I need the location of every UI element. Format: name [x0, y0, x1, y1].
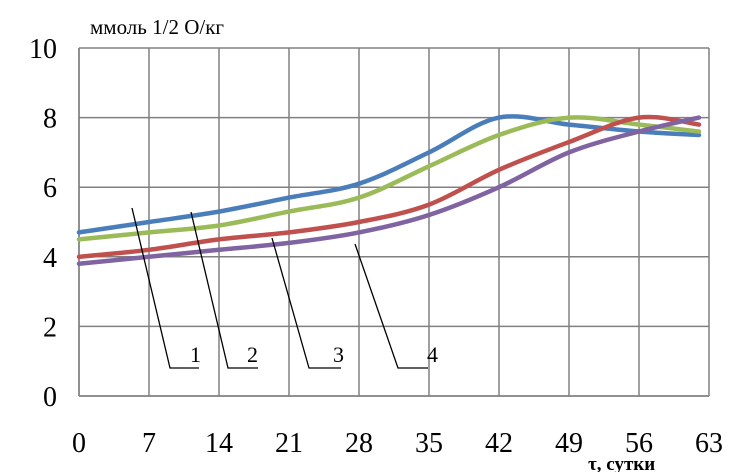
x-tick-label: 0 — [72, 428, 86, 459]
callout-leader-4 — [354, 243, 428, 369]
series-lines — [76, 114, 702, 267]
x-tick-label: 63 — [695, 428, 723, 459]
callout-leader-1 — [131, 207, 199, 369]
callout-label-4: 4 — [427, 342, 438, 367]
x-tick-labels: 0 7 14 21 28 35 42 49 56 63 — [72, 428, 723, 459]
x-tick-label: 7 — [142, 428, 156, 459]
y-tick-label: 8 — [43, 104, 57, 135]
y-tick-labels: 0 2 4 6 8 10 — [29, 34, 57, 413]
series-callouts: 1 2 3 4 — [131, 207, 438, 369]
x-tick-label: 28 — [345, 428, 373, 459]
y-tick-label: 10 — [29, 34, 57, 65]
callout-leader-2 — [190, 211, 258, 369]
series-line-2 — [76, 115, 702, 242]
callout-label-2: 2 — [247, 342, 258, 367]
series-line-4 — [76, 115, 702, 267]
callout-label-1: 1 — [190, 342, 201, 367]
x-tick-label: 21 — [275, 428, 303, 459]
y-tick-label: 4 — [43, 243, 57, 274]
x-tick-label: 42 — [485, 428, 513, 459]
y-tick-label: 2 — [43, 312, 57, 343]
x-tick-label: 56 — [625, 428, 653, 459]
series-line-1 — [76, 114, 702, 235]
x-tick-label: 49 — [555, 428, 583, 459]
axes — [78, 48, 709, 397]
x-axis-label: τ, сутки — [588, 454, 655, 472]
gridlines — [78, 47, 710, 397]
y-tick-label: 0 — [43, 382, 57, 413]
callout-leader-3 — [271, 237, 341, 369]
y-tick-label: 6 — [43, 173, 57, 204]
x-tick-label: 14 — [205, 428, 233, 459]
x-tick-label: 35 — [415, 428, 443, 459]
y-axis-label: ммоль 1/2 О/кг — [90, 15, 224, 39]
series-line-3 — [76, 114, 702, 260]
callout-label-3: 3 — [333, 342, 344, 367]
